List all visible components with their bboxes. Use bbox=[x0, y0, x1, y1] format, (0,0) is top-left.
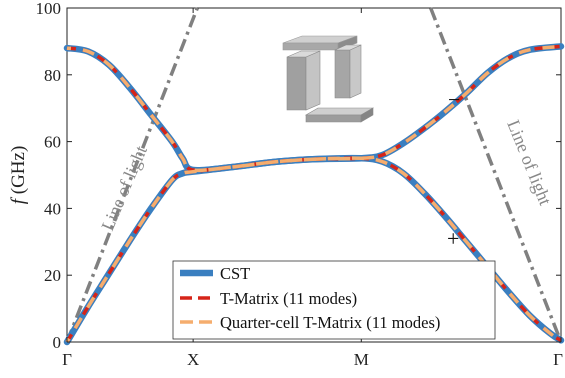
y-axis-title: f (GHz) bbox=[8, 146, 29, 205]
x-tick-label-1: X bbox=[187, 350, 199, 369]
legend-label-tmatrix: T-Matrix (11 modes) bbox=[220, 289, 357, 308]
x-tick-label-3: Γ bbox=[553, 350, 563, 369]
y-tick-label-100: 100 bbox=[36, 0, 62, 18]
minus-sign: − bbox=[448, 87, 460, 112]
y-tick-label-0: 0 bbox=[53, 333, 62, 352]
y-axis-ticks: 0 20 40 60 80 100 bbox=[36, 0, 561, 352]
legend: CST T-Matrix (11 modes) Quarter-cell T-M… bbox=[172, 260, 496, 340]
y-tick-label-60: 60 bbox=[44, 133, 61, 152]
plus-sign: + bbox=[447, 226, 459, 251]
x-tick-label-2: M bbox=[354, 350, 369, 369]
quartercell-band-upper bbox=[66, 44, 562, 173]
plot-frame bbox=[66, 7, 562, 343]
resonator-illustration bbox=[282, 35, 375, 123]
line-of-light-label-right: Line of light bbox=[503, 117, 555, 208]
y-tick-label-80: 80 bbox=[44, 66, 61, 85]
quartercell-band-lower bbox=[65, 156, 562, 343]
y-tick-label-20: 20 bbox=[44, 266, 61, 285]
light-line-left bbox=[65, 7, 199, 343]
light-line-right bbox=[429, 7, 563, 343]
legend-label-quartercell: Quarter-cell T-Matrix (11 modes) bbox=[220, 313, 440, 332]
series-layer bbox=[63, 43, 565, 346]
x-tick-label-0: Γ bbox=[62, 350, 72, 369]
legend-box bbox=[172, 260, 496, 340]
y-tick-label-40: 40 bbox=[44, 199, 61, 218]
legend-label-cst: CST bbox=[220, 264, 250, 283]
